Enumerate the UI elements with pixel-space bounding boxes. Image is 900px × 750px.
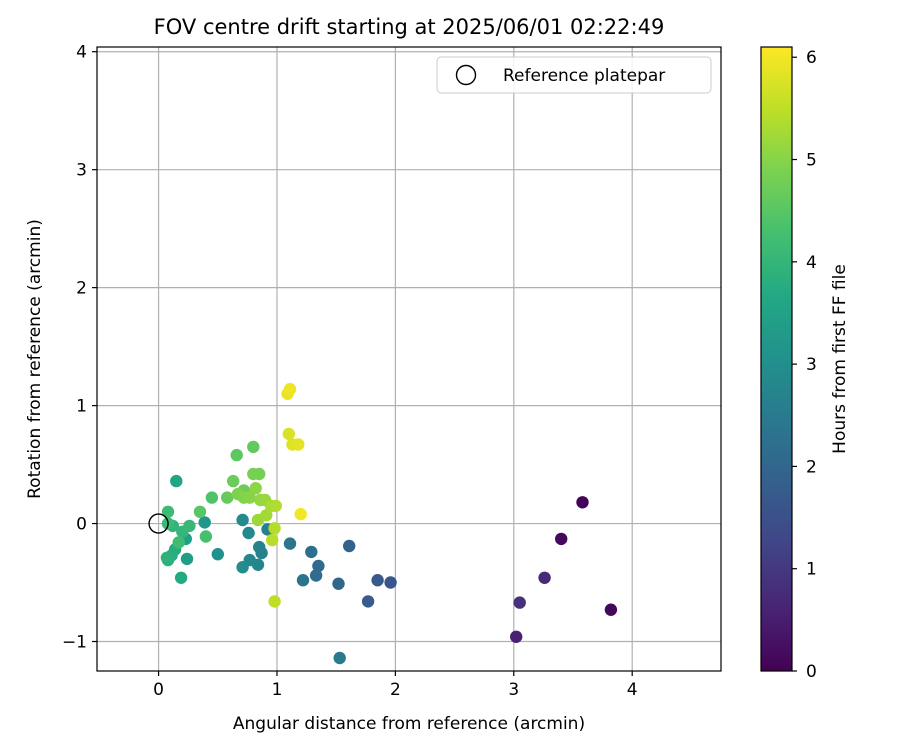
colorbar-tick-label: 5 xyxy=(806,151,817,171)
data-point xyxy=(268,595,281,608)
data-point xyxy=(242,526,255,540)
data-point xyxy=(312,559,325,573)
data-point xyxy=(249,482,262,495)
data-point xyxy=(236,561,249,574)
data-point xyxy=(205,491,219,504)
y-axis-label: Rotation from reference (arcmin) xyxy=(25,219,45,499)
colorbar-tick-label: 2 xyxy=(806,457,817,477)
data-point xyxy=(211,548,224,561)
data-point xyxy=(305,545,318,559)
colorbar-ticks: 0 1 2 3 4 5 6 xyxy=(792,48,817,682)
y-tick-label: 1 xyxy=(76,397,87,417)
legend: Reference platepar xyxy=(436,56,712,94)
data-point xyxy=(296,574,310,587)
data-point xyxy=(538,571,551,584)
colorbar-tick-label: 0 xyxy=(806,662,817,682)
data-point xyxy=(243,491,256,504)
data-point xyxy=(292,438,305,451)
data-point xyxy=(576,496,589,509)
data-point xyxy=(172,536,185,549)
x-tick-label: 4 xyxy=(627,680,638,700)
data-point xyxy=(332,577,345,590)
data-point xyxy=(170,474,183,488)
data-point xyxy=(513,596,526,609)
reference-marker-group xyxy=(148,513,169,534)
data-point xyxy=(183,519,196,533)
data-point xyxy=(236,513,249,527)
colorbar-tick-label: 3 xyxy=(806,355,817,375)
colorbar-tick-label: 1 xyxy=(806,560,817,580)
data-point xyxy=(371,574,384,587)
data-points xyxy=(160,382,618,665)
data-point xyxy=(160,551,174,564)
data-point xyxy=(510,630,523,643)
data-point xyxy=(343,539,356,553)
x-tick-label: 2 xyxy=(390,680,401,700)
data-point xyxy=(253,540,266,554)
data-point xyxy=(555,532,568,546)
data-point xyxy=(247,440,260,454)
data-point xyxy=(309,569,323,582)
legend-reference-marker xyxy=(455,64,477,86)
data-point xyxy=(260,509,273,522)
data-point xyxy=(199,530,213,543)
chart-title: FOV centre drift starting at 2025/06/01 … xyxy=(154,15,665,39)
colorbar-tick-label: 6 xyxy=(806,48,817,68)
data-point xyxy=(247,467,260,481)
y-tick-label: 3 xyxy=(76,161,87,181)
data-point xyxy=(180,552,194,566)
reference-platepar-marker xyxy=(148,513,169,534)
x-tick-label: 3 xyxy=(508,680,519,700)
legend-box xyxy=(436,56,712,94)
y-tick-label: 2 xyxy=(76,279,87,299)
y-tick-label: −1 xyxy=(62,633,87,653)
data-point xyxy=(604,603,618,616)
data-point xyxy=(230,448,243,462)
grid-lines xyxy=(97,47,721,671)
data-point xyxy=(198,516,211,529)
data-point xyxy=(294,507,307,521)
data-point xyxy=(283,537,297,550)
data-point xyxy=(221,491,234,504)
data-point xyxy=(283,382,297,396)
data-point xyxy=(268,522,281,535)
x-axis-label: Angular distance from reference (arcmin) xyxy=(233,714,585,734)
data-point xyxy=(193,505,207,518)
data-point xyxy=(333,651,346,665)
legend-label: Reference platepar xyxy=(503,66,665,86)
x-tick-label: 0 xyxy=(153,680,164,700)
x-tick-label: 1 xyxy=(272,680,283,700)
data-point xyxy=(266,533,279,547)
data-point xyxy=(384,576,397,589)
plot-frame xyxy=(96,46,722,672)
data-point xyxy=(282,427,295,441)
colorbar-label: Hours from first FF file xyxy=(830,264,850,454)
x-axis-ticks: 0 1 2 3 4 xyxy=(153,671,638,700)
data-point xyxy=(174,571,188,584)
data-point xyxy=(361,595,375,608)
y-tick-label: 0 xyxy=(76,515,87,535)
colorbar xyxy=(760,46,793,672)
colorbar-tick-label: 4 xyxy=(806,253,817,273)
y-tick-label: 4 xyxy=(76,43,87,63)
y-axis-ticks: −1 0 1 2 3 4 xyxy=(62,43,97,653)
data-point xyxy=(269,499,282,513)
data-point xyxy=(227,474,240,488)
data-point xyxy=(161,505,175,518)
